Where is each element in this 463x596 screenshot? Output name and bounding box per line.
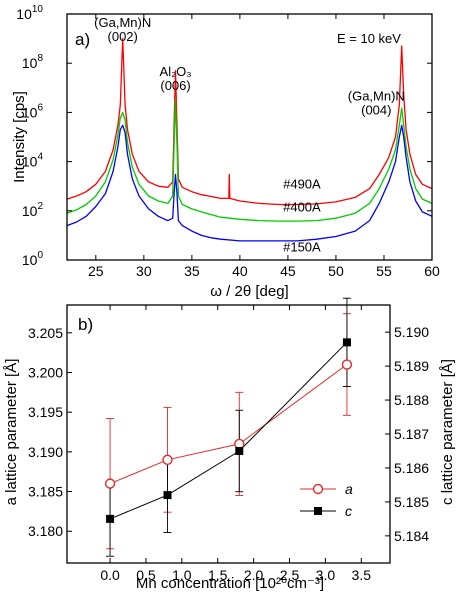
- lattice-y-tick-label-left: 3.200: [28, 364, 63, 380]
- lattice-y-tick-label-right: 5.190: [394, 324, 429, 340]
- lattice-point-a: [341, 359, 353, 370]
- xrd-x-tick-label: 25: [88, 263, 104, 279]
- xrd-x-tick-label: 45: [280, 263, 296, 279]
- legend-label: a: [345, 481, 353, 497]
- lattice-plot-frame: [66, 304, 391, 564]
- xrd-peak-label-index: (006): [160, 78, 190, 93]
- lattice-point-c: [235, 446, 244, 455]
- lattice-point-a: [104, 478, 116, 489]
- xrd-series-label: #490A: [283, 177, 321, 192]
- xrd-series-line: [66, 37, 433, 206]
- lattice-y-tick-label-left: 3.190: [28, 444, 63, 460]
- lattice-panel-label: b): [78, 315, 93, 334]
- lattice-legend: ac: [300, 481, 353, 519]
- xrd-x-tick-label: 30: [136, 263, 152, 279]
- lattice-x-tick-label: 2.5: [280, 567, 300, 583]
- lattice-series-group: [104, 297, 353, 557]
- xrd-series-labels: #490A #400A #150A: [283, 177, 321, 255]
- xrd-series-label: #150A: [283, 240, 321, 255]
- lattice-x-axis-label: Mn concentration [10²⁰cm⁻³]: [136, 575, 324, 592]
- xrd-peak-label-index: (002): [108, 29, 138, 44]
- lattice-x-tick-label: 1.5: [208, 567, 228, 583]
- lattice-series-line: [109, 364, 348, 485]
- lattice-ticks: 0.0 0.5 1.0 1.5 2.0 2.5 3.0 3.5 3.180 3.185 3.190 3…: [28, 305, 429, 583]
- lattice-y-tick-label-right: 5.184: [394, 528, 429, 544]
- lattice-x-tick-label: 0.5: [136, 567, 156, 583]
- xrd-x-tick-label: 60: [424, 263, 440, 279]
- lattice-x-tick-label: 0.0: [100, 567, 120, 583]
- xrd-peak-label: Al₂O₃: [160, 64, 192, 79]
- legend-marker-a: [312, 483, 324, 495]
- lattice-y-tick-label-left: 3.180: [28, 523, 63, 539]
- xrd-series-line: [66, 124, 433, 242]
- lattice-point-a: [162, 454, 173, 465]
- xrd-series-label: #400A: [283, 199, 321, 214]
- xrd-peak-label: (Ga,Mn)N: [94, 15, 151, 30]
- lattice-y-axis-label-right: c lattice parameter [Å]: [439, 359, 456, 505]
- lattice-y-tick-label-right: 5.186: [394, 460, 429, 476]
- xrd-energy-label: E = 10 keV: [337, 31, 401, 46]
- lattice-y-tick-label-right: 5.188: [394, 392, 429, 408]
- lattice-panel: 0.0 0.5 1.0 1.5 2.0 2.5 3.0 3.5 3.180 3.185 3.190 3…: [3, 297, 456, 592]
- lattice-y-axis-label-left: a lattice parameter [Å]: [3, 359, 20, 506]
- lattice-y-tick-label-right: 5.189: [394, 358, 429, 374]
- xrd-series-line: [66, 100, 433, 222]
- xrd-x-axis-label: ω / 2θ [deg]: [210, 283, 288, 300]
- legend-label: c: [345, 503, 352, 519]
- lattice-y-tick-label-left: 3.205: [28, 325, 63, 341]
- xrd-x-tick-label: 55: [376, 263, 392, 279]
- xrd-series-group: [66, 37, 433, 242]
- lattice-x-tick-label: 1.0: [172, 567, 192, 583]
- xrd-y-tick-label: 108: [22, 53, 44, 71]
- xrd-y-tick-label: 100: [22, 250, 44, 268]
- xrd-peak-labels: (Ga,Mn)N(002)Al₂O₃(006)(Ga,Mn)N(004): [94, 15, 405, 118]
- lattice-point-c: [106, 514, 115, 523]
- xrd-y-axis-label: Intensity [cps]: [11, 91, 28, 183]
- xrd-x-tick-label: 35: [184, 263, 200, 279]
- xrd-y-tick-label: 102: [22, 201, 44, 219]
- lattice-series-line: [109, 341, 348, 520]
- xrd-peak-label: (Ga,Mn)N: [348, 89, 405, 104]
- lattice-x-tick-label: 3.0: [316, 567, 336, 583]
- xrd-x-tick-label: 50: [328, 263, 344, 279]
- lattice-point-c: [342, 338, 351, 347]
- xrd-panel-label: a): [75, 30, 90, 49]
- lattice-y-tick-label-right: 5.185: [394, 494, 429, 510]
- legend-marker-c: [314, 507, 322, 515]
- lattice-point-c: [163, 491, 172, 500]
- lattice-y-tick-label-left: 3.185: [28, 484, 63, 500]
- xrd-plot-frame: [66, 13, 433, 261]
- lattice-y-tick-label-right: 5.187: [394, 426, 429, 442]
- xrd-x-tick-label: 40: [232, 263, 248, 279]
- xrd-peak-label-index: (004): [361, 103, 391, 118]
- lattice-x-tick-label: 2.0: [244, 567, 264, 583]
- lattice-x-tick-label: 3.5: [352, 567, 372, 583]
- xrd-y-tick-label: 1010: [16, 4, 43, 22]
- lattice-y-tick-label-left: 3.195: [28, 404, 63, 420]
